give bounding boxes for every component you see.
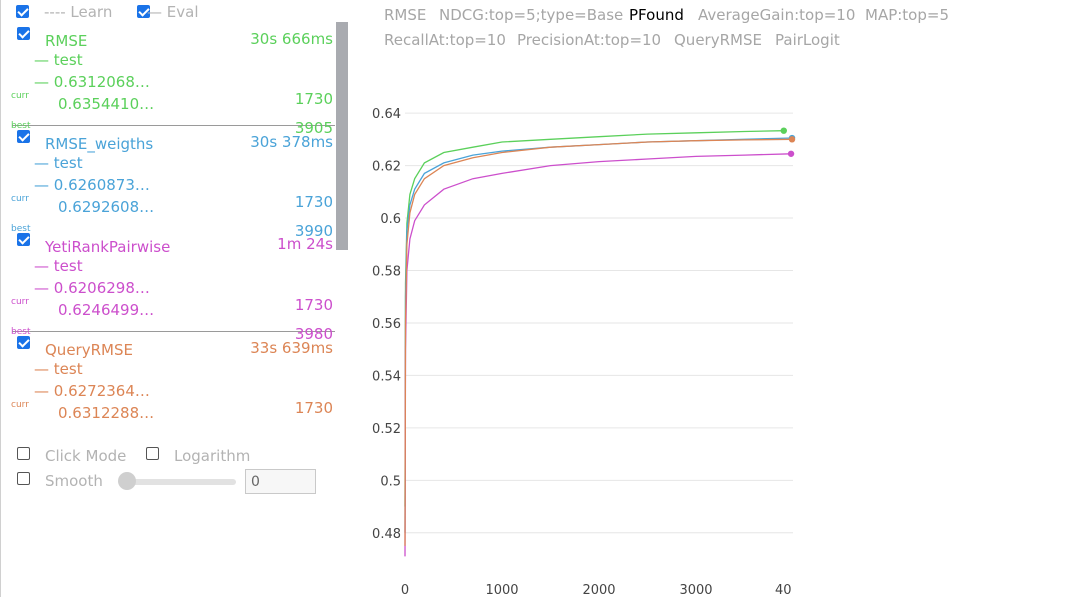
tab-rmse[interactable]: RMSE	[384, 6, 427, 24]
series-line	[404, 137, 793, 533]
chart-options: Click Mode Logarithm Smooth	[0, 440, 348, 500]
series-name: RMSE	[45, 32, 88, 50]
series-learn-value: — 0.6206298…	[34, 279, 150, 297]
logarithm-label: Logarithm	[174, 447, 251, 465]
series-checkbox[interactable]	[17, 336, 30, 349]
series-checkbox[interactable]	[17, 130, 30, 143]
eval-legend-label: — Eval	[147, 3, 199, 21]
y-tick-label: 0.5	[380, 474, 401, 489]
tab-ndcg[interactable]: NDCG:top=5;type=Base	[439, 6, 624, 24]
series-curr-value: 0.6354410…	[58, 95, 155, 113]
tab-pfound[interactable]: PFound	[629, 6, 684, 24]
series-separator	[12, 125, 335, 126]
x-tick-label: 0	[401, 583, 409, 597]
best-label: best	[11, 327, 31, 337]
series-learn-value: — 0.6312068…	[34, 73, 150, 91]
click-mode-checkbox[interactable]	[17, 447, 30, 460]
series-separator	[12, 331, 335, 332]
y-tick-label: 0.56	[372, 317, 401, 332]
series-curr-iteration: 1730	[294, 399, 333, 417]
tab-average-gain[interactable]: AverageGain:top=10	[698, 6, 856, 24]
series-block: best 3905 RMSE_weigths 30s 378ms — test …	[0, 119, 335, 228]
best-iteration: 3980	[294, 325, 333, 343]
y-tick-label: 0.62	[372, 160, 401, 175]
series-learn-value: — 0.6272364…	[34, 382, 150, 400]
series-line	[404, 138, 793, 546]
series-time: 30s 378ms	[250, 133, 333, 151]
series-line	[404, 153, 792, 557]
y-tick-label: 0.54	[372, 369, 401, 384]
series-line	[404, 130, 784, 507]
series-curr-value: 0.6246499…	[58, 301, 155, 319]
x-tick-label: 2000	[582, 583, 615, 597]
series-learn-value: — 0.6260873…	[34, 176, 150, 194]
curr-label: curr	[11, 194, 29, 204]
series-block: best 3990 YetiRankPairwise 1m 24s — test…	[0, 222, 335, 331]
y-tick-label: 0.64	[372, 107, 401, 122]
series-list-scrollbar[interactable]	[336, 22, 348, 250]
series-test-label: — test	[34, 360, 83, 378]
tab-pair-logit[interactable]: PairLogit	[775, 31, 840, 49]
series-curr-iteration: 1730	[294, 193, 333, 211]
tab-map[interactable]: MAP:top=5	[865, 6, 949, 24]
y-tick-label: 0.48	[372, 527, 401, 542]
series-checkbox[interactable]	[17, 233, 30, 246]
curr-label: curr	[11, 400, 29, 410]
x-tick-label: 40	[775, 583, 792, 597]
smooth-checkbox[interactable]	[17, 472, 30, 485]
best-iteration: 3990	[294, 222, 333, 240]
x-tick-label: 3000	[679, 583, 712, 597]
curr-label: curr	[11, 91, 29, 101]
tab-query-rmse[interactable]: QueryRMSE	[674, 31, 762, 49]
learn-legend-label: ---- Learn	[44, 3, 113, 21]
best-label: best	[11, 121, 31, 131]
tab-recall-at[interactable]: RecallAt:top=10	[384, 31, 506, 49]
series-checkbox[interactable]	[17, 27, 30, 40]
curr-label: curr	[11, 297, 29, 307]
series-curr-value: 0.6292608…	[58, 198, 155, 216]
metric-chart[interactable]: 0.48 0.5 0.52 0.54 0.56 0.58 0.6 0.62 0.64 0 1000 2…	[350, 100, 820, 597]
series-curr-iteration: 1730	[294, 90, 333, 108]
series-name: QueryRMSE	[45, 341, 133, 359]
series-block: RMSE 30s 666ms — test — 0.6312068… curr …	[0, 22, 335, 125]
smooth-value-input[interactable]	[245, 469, 316, 494]
series-time: 1m 24s	[277, 235, 333, 253]
series-endpoint	[780, 127, 787, 134]
series-test-label: — test	[34, 154, 83, 172]
smooth-label: Smooth	[45, 472, 103, 490]
series-test-label: — test	[34, 51, 83, 69]
click-mode-label: Click Mode	[45, 447, 127, 465]
tab-precision-at[interactable]: PrecisionAt:top=10	[517, 31, 662, 49]
best-label: best	[11, 224, 31, 234]
y-tick-label: 0.52	[372, 422, 401, 437]
series-name: YetiRankPairwise	[45, 238, 171, 256]
smooth-slider-handle[interactable]	[118, 472, 136, 490]
logarithm-checkbox[interactable]	[146, 447, 159, 460]
series-curr-value: 0.6312288…	[58, 404, 155, 422]
learn-checkbox[interactable]	[16, 5, 29, 18]
best-iteration: 3905	[294, 119, 333, 137]
y-tick-label: 0.6	[380, 212, 401, 227]
series-time: 33s 639ms	[250, 339, 333, 357]
y-tick-label: 0.58	[372, 264, 401, 279]
x-tick-label: 1000	[485, 583, 518, 597]
smooth-slider-track[interactable]	[120, 479, 236, 485]
series-endpoint	[787, 150, 795, 157]
series-test-label: — test	[34, 257, 83, 275]
series-block: best 3980 QueryRMSE 33s 639ms — test — 0…	[0, 325, 335, 432]
series-name: RMSE_weigths	[45, 135, 154, 153]
series-time: 30s 666ms	[250, 30, 333, 48]
eval-checkbox[interactable]	[136, 5, 150, 18]
series-endpoint	[788, 136, 796, 143]
panel-border	[0, 0, 1, 597]
series-curr-iteration: 1730	[294, 296, 333, 314]
series-list[interactable]: RMSE 30s 666ms — test — 0.6312068… curr …	[0, 22, 348, 432]
legend-toggle-bar: ---- Learn — Eval	[16, 3, 198, 23]
